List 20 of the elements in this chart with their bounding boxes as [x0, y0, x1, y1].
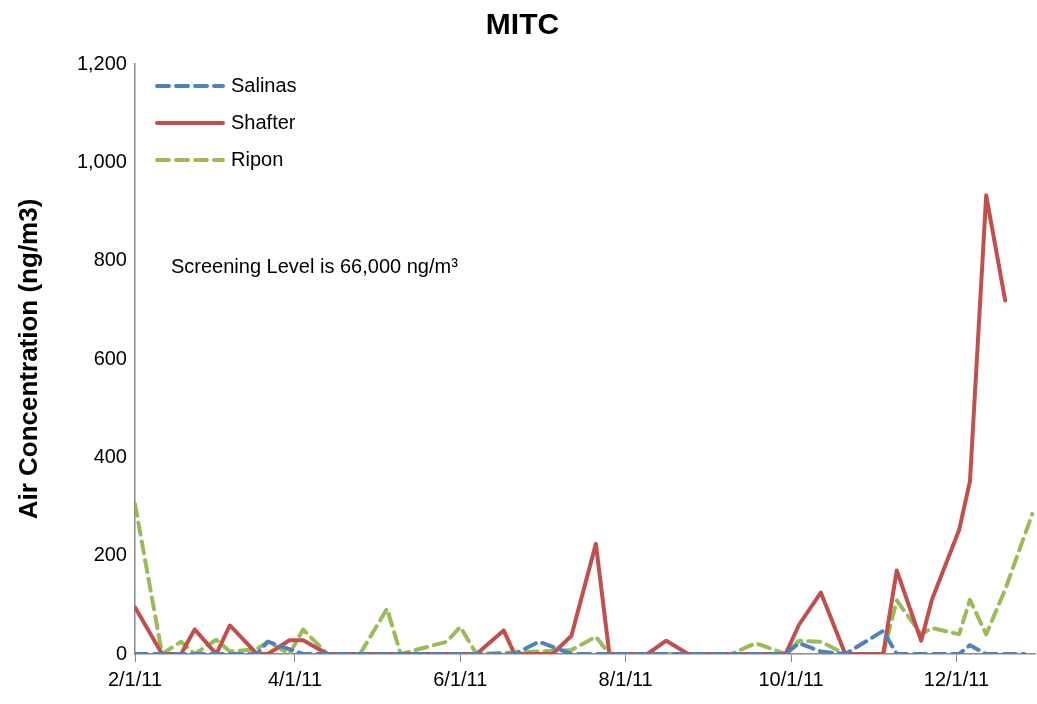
y-axis-title: Air Concentration (ng/m3) — [12, 198, 43, 520]
legend-label: Shafter — [231, 110, 296, 133]
y-tick-label: 200 — [93, 543, 127, 566]
x-tick-label: 6/1/11 — [433, 667, 488, 690]
y-tick-label: 1,200 — [76, 51, 127, 74]
annotation: Screening Level is 66,000 ng/m³ — [171, 254, 459, 277]
y-tick-label: 1,000 — [76, 149, 127, 172]
x-tick-label: 10/1/11 — [758, 667, 824, 690]
y-tick-label: 600 — [93, 346, 127, 369]
y-tick-label: 400 — [93, 444, 127, 467]
line-series — [135, 628, 1027, 654]
x-tick-label: 8/1/11 — [598, 667, 653, 690]
legend-label: Salinas — [231, 73, 297, 96]
x-tick-label: 4/1/11 — [267, 667, 322, 690]
chart-title: MITC — [485, 7, 560, 41]
y-tick-label: 800 — [93, 248, 127, 271]
legend-label: Ripon — [231, 147, 284, 170]
x-tick-label: 12/1/11 — [923, 667, 990, 690]
x-tick-label: 2/1/11 — [107, 667, 163, 690]
y-tick-label: 0 — [115, 641, 127, 664]
